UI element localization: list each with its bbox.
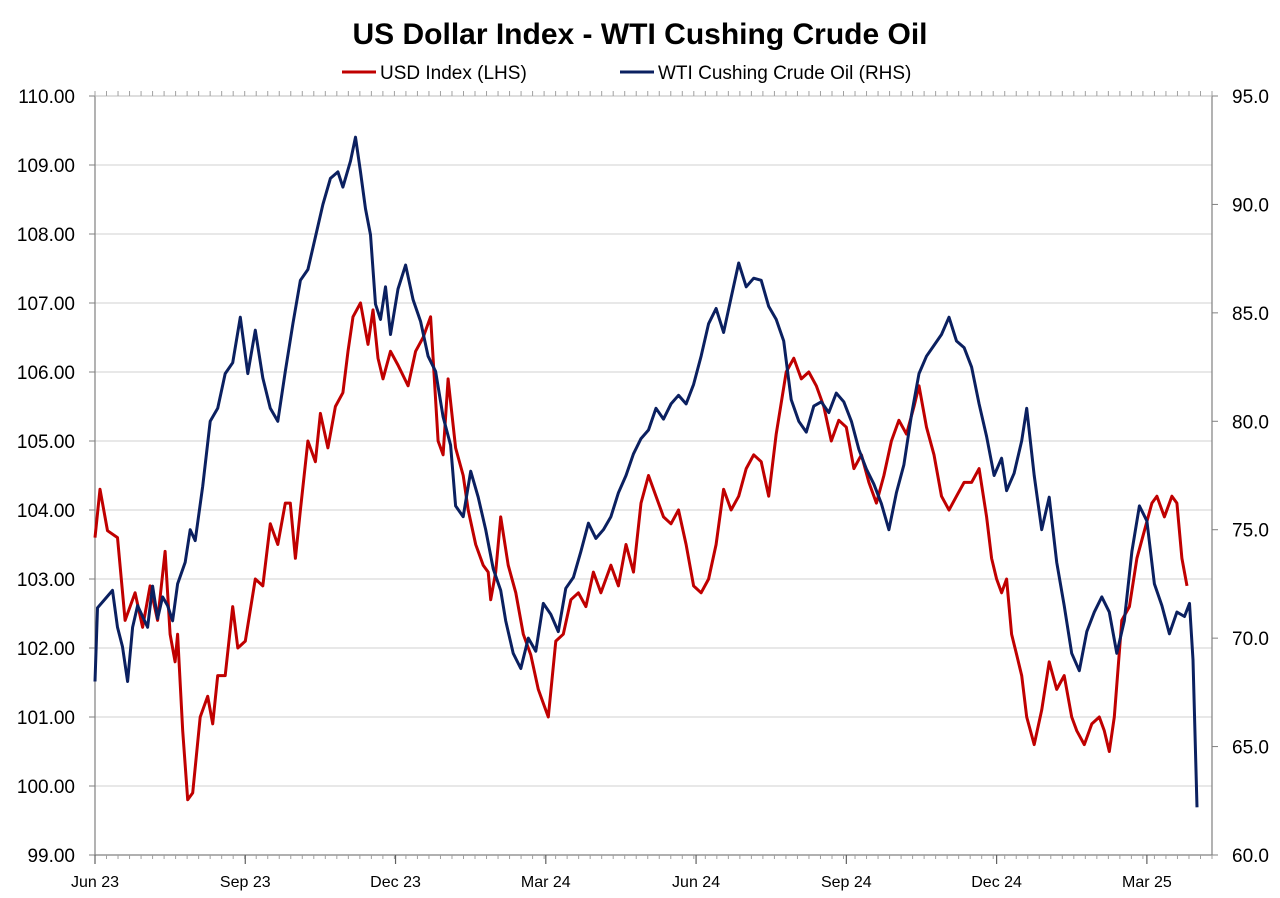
legend-label-usd: USD Index (LHS) — [380, 63, 527, 84]
y-left-tick-label: 106.00 — [17, 363, 75, 384]
y-left-tick-label: 104.00 — [17, 501, 75, 522]
x-tick-label: Sep 24 — [821, 874, 872, 891]
y-left-tick-label: 109.00 — [17, 156, 75, 177]
gridlines — [95, 95, 1212, 856]
y-left-tick-label: 110.00 — [18, 87, 75, 108]
x-tick-label: Dec 23 — [370, 874, 421, 891]
series-line-wti-crude — [93, 135, 1199, 808]
series-layer — [93, 135, 1199, 808]
y-left-tick-label: 108.00 — [17, 225, 75, 246]
x-tick-label: Mar 24 — [521, 874, 571, 891]
y-axis-right-labels: 60.0 65.0 70.0 75.0 80.0 85.0 90.0 95.0 — [1232, 87, 1269, 867]
y-right-tick-label: 85.0 — [1232, 304, 1269, 325]
y-left-tick-label: 105.00 — [17, 432, 75, 453]
chart-title: US Dollar Index - WTI Cushing Crude Oil — [352, 18, 927, 51]
x-axis-labels: Jun 23 Sep 23 Dec 23 Mar 24 Jun 24 Sep 24 Dec … — [71, 874, 1172, 891]
series-line-usd-index — [93, 301, 1189, 802]
y-right-tick-label: 60.0 — [1232, 846, 1269, 867]
y-left-tick-label: 101.00 — [17, 708, 75, 729]
y-left-tick-label: 100.00 — [17, 777, 75, 798]
y-left-tick-label: 99.00 — [27, 846, 75, 867]
x-tick-label: Jun 23 — [71, 874, 119, 891]
y-right-tick-label: 95.0 — [1232, 87, 1269, 108]
x-tick-label: Sep 23 — [220, 874, 271, 891]
legend-label-wti: WTI Cushing Crude Oil (RHS) — [658, 63, 911, 84]
y-left-tick-label: 103.00 — [17, 570, 75, 591]
legend: USD Index (LHS) WTI Cushing Crude Oil (R… — [342, 63, 911, 84]
y-right-tick-label: 90.0 — [1232, 195, 1269, 216]
y-left-tick-label: 107.00 — [17, 294, 75, 315]
y-right-tick-label: 65.0 — [1232, 738, 1269, 759]
axes — [89, 91, 1218, 864]
y-axis-left-labels: 99.00 100.00 101.00 102.00 103.00 104.00 105.0… — [17, 87, 75, 867]
y-right-tick-label: 75.0 — [1232, 521, 1269, 542]
y-right-tick-label: 70.0 — [1232, 629, 1269, 650]
y-left-tick-label: 102.00 — [17, 639, 75, 660]
y-right-tick-label: 80.0 — [1232, 412, 1269, 433]
x-tick-label: Mar 25 — [1122, 874, 1172, 891]
x-tick-label: Dec 24 — [971, 874, 1022, 891]
x-tick-label: Jun 24 — [672, 874, 720, 891]
